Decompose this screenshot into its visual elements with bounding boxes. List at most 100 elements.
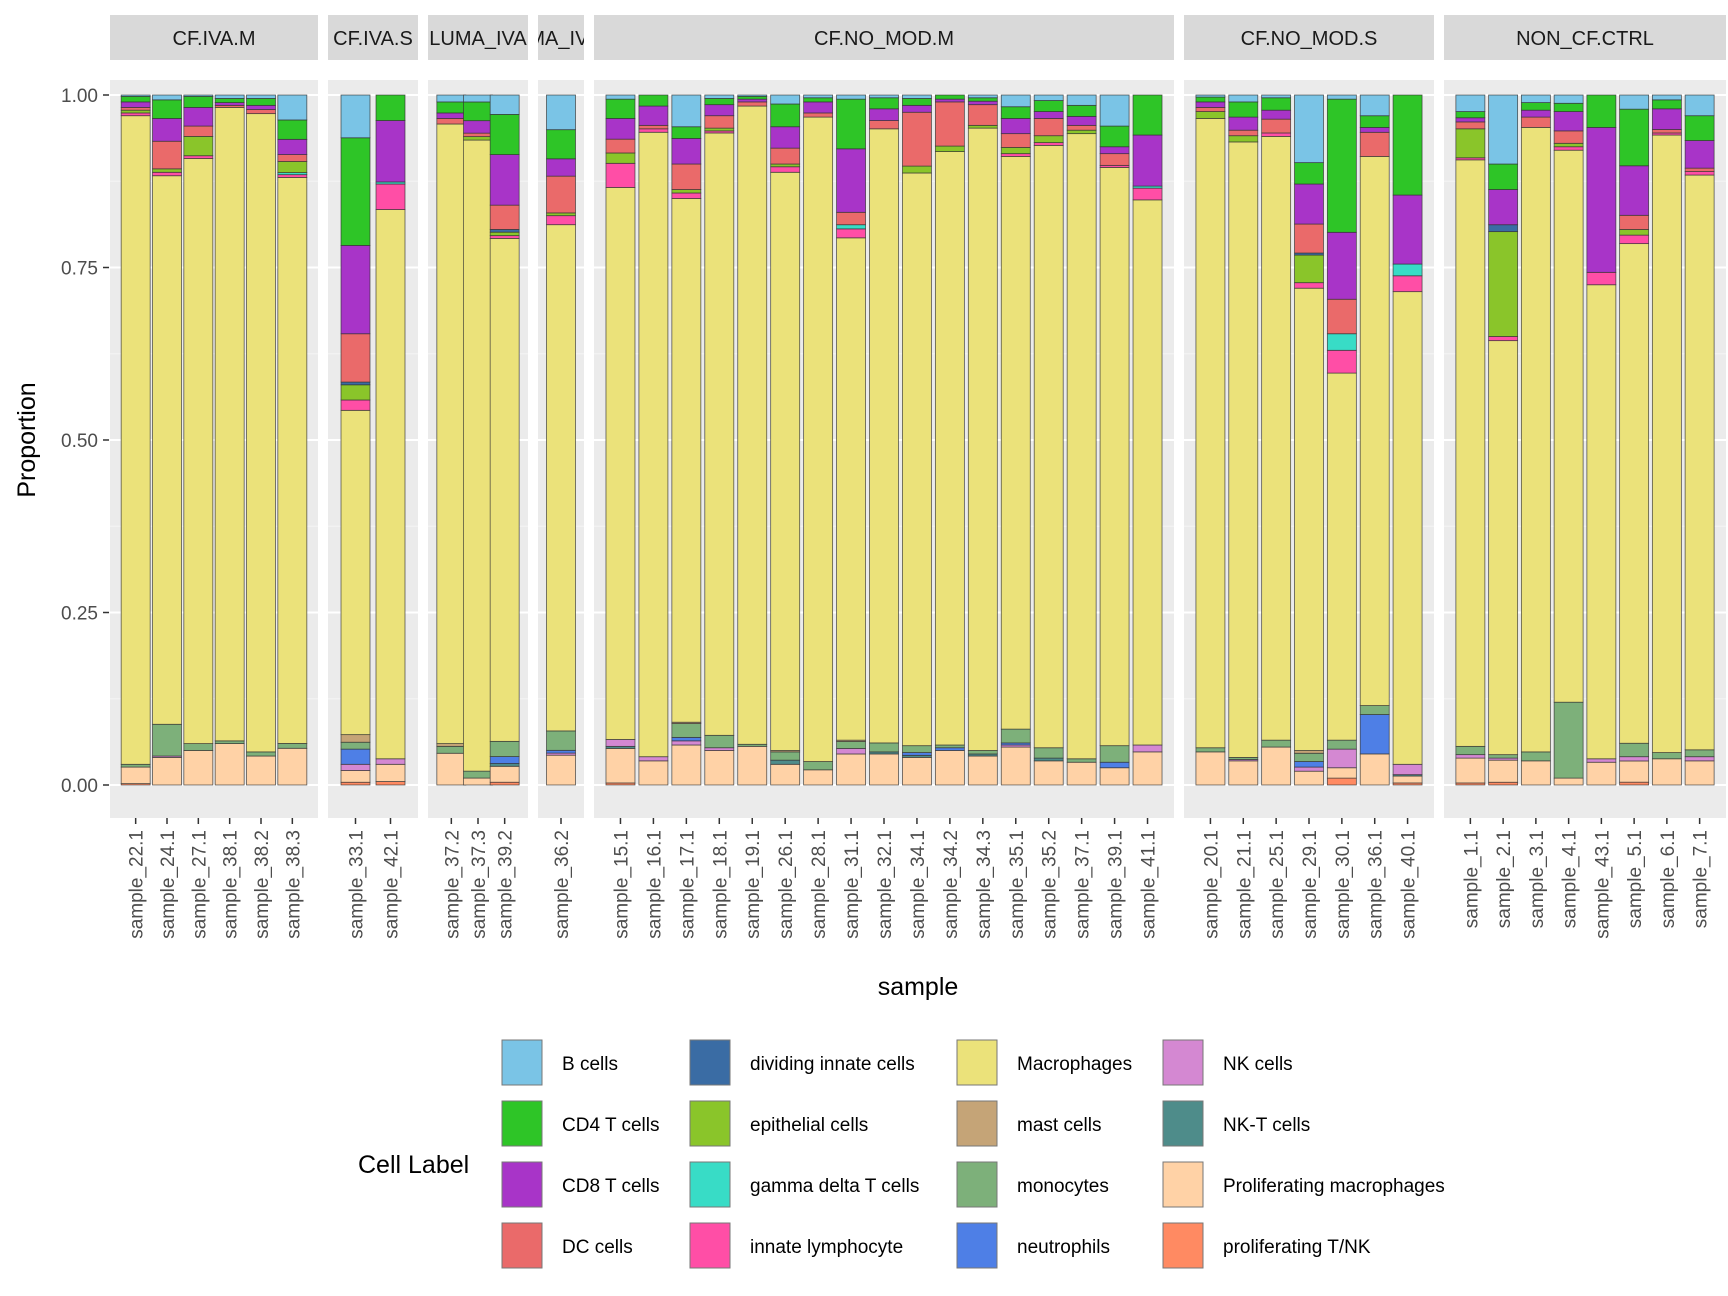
bar-segment-neutrophils <box>489 756 520 764</box>
bar-segment-innate-lymphocyte <box>120 112 151 117</box>
bar-segment-proliferating-macrophages <box>869 753 899 786</box>
bar-segment-macrophages <box>375 209 406 760</box>
bar-segment-dc-cells <box>463 132 493 138</box>
facet-panel: CF.IVA.S sample_33.1 sample_42.1 <box>328 15 418 939</box>
legend-label: dividing innate cells <box>750 1054 915 1075</box>
bar-segment-macrophages <box>246 113 276 753</box>
bar-segment-dc-cells <box>120 107 151 111</box>
bar-segment-cd8-t-cells <box>869 108 899 121</box>
bar-segment-gamma-delta-t-cells <box>836 224 866 230</box>
bar-segment-cd8-t-cells <box>1326 231 1357 300</box>
bar-segment-proliferating-macrophages <box>120 766 151 785</box>
bar-segment-dc-cells <box>1651 129 1682 134</box>
bar-segment-cd4-t-cells <box>1326 98 1357 233</box>
bar-segment-nk-cells <box>1392 763 1423 776</box>
bar-segment-cd8-t-cells <box>934 98 965 103</box>
bar-segment-macrophages <box>638 131 669 758</box>
bar-segment-dc-cells <box>1326 298 1357 335</box>
legend-label: Macrophages <box>1017 1054 1132 1075</box>
x-tick-label: sample_32.1 <box>875 830 896 939</box>
bar-segment-cd8-t-cells <box>1455 117 1486 123</box>
x-tick-label: sample_29.1 <box>1300 830 1321 939</box>
bar-segment-b-cells <box>246 94 276 99</box>
bar-segment-mast-cells <box>436 743 467 747</box>
bar-segment-proliferating-macrophages <box>489 765 520 783</box>
legend: Cell Label B cells CD4 T cells CD8 T cells… <box>358 1039 1445 1269</box>
bar-segment-dc-cells <box>638 124 669 130</box>
bar-segment-macrophages <box>1000 156 1031 730</box>
bar-segment-cd8-t-cells <box>605 118 636 140</box>
facet-panel: LUMA_IVA sample_37.2 sample_37.3 sample_39.… <box>428 15 528 939</box>
x-tick-label: sample_28.1 <box>809 830 830 939</box>
bar-segment-macrophages <box>704 132 735 736</box>
facet-strip <box>328 15 418 60</box>
bar-segment-cd4-t-cells <box>1195 96 1226 103</box>
bar-segment-proliferating-macrophages <box>1195 751 1226 786</box>
y-tick-label: 0.75 <box>61 259 98 280</box>
legend-label: proliferating T/NK <box>1223 1237 1371 1258</box>
legend-swatch <box>956 1100 998 1147</box>
bar-segment-cd4-t-cells <box>375 94 406 121</box>
bar-segment-epithelial-cells <box>704 127 735 132</box>
bar-segment-cd4-t-cells <box>803 97 834 103</box>
bar-stack <box>737 94 768 786</box>
bar-segment-cd4-t-cells <box>152 99 182 119</box>
legend-label: Proliferating macrophages <box>1223 1176 1445 1197</box>
bar-segment-b-cells <box>967 94 998 99</box>
bar-segment-neutrophils <box>340 748 371 765</box>
bar-segment-cd8-t-cells <box>1488 189 1519 226</box>
bar-segment-proliferating-macrophages <box>152 757 182 786</box>
bar-segment-cd4-t-cells <box>246 98 276 106</box>
facet-strip-label: CF.NO_MOD.M <box>814 28 954 50</box>
bar-segment-dc-cells <box>183 125 214 137</box>
bar-segment-monocytes <box>546 730 576 751</box>
bar-segment-epithelial-cells <box>1033 135 1064 144</box>
bar-segment-epithelial-cells <box>489 231 520 237</box>
bar-segment-cd8-t-cells <box>1099 146 1130 155</box>
bar-segment-macrophages <box>1359 156 1390 706</box>
legend-swatch <box>689 1161 731 1208</box>
bar-segment-monocytes <box>183 743 214 751</box>
bar-segment-proliferating-macrophages <box>967 755 998 786</box>
facet-panel: LUMA_IVA.S sample_36.2 <box>503 15 619 939</box>
bar-segment-cd8-t-cells <box>638 105 669 126</box>
bar-segment-epithelial-cells <box>902 165 932 174</box>
bar-segment-dc-cells <box>1228 129 1259 137</box>
bar-segment-nk-cells <box>375 758 406 765</box>
bar-segment-dc-cells <box>869 120 899 130</box>
bar-segment-cd8-t-cells <box>1033 111 1064 119</box>
facet-panel: CF.NO_MOD.S sample_20.1 sample_21.1 sample_… <box>1184 15 1434 939</box>
bar-stack <box>803 94 834 786</box>
legend-swatch <box>1162 1161 1204 1208</box>
bar-segment-neutrophils <box>1294 761 1324 768</box>
x-tick-label: sample_6.1 <box>1658 830 1679 928</box>
facet-strip-label: LUMA_IVA <box>429 28 527 50</box>
bar-stack <box>1261 94 1292 786</box>
bar-segment-epithelial-cells <box>1294 254 1324 284</box>
y-axis-title: Proportion <box>13 382 41 497</box>
facet-strip-label: LUMA_IVA.S <box>503 28 619 50</box>
bar-segment-proliferating-macrophages <box>1455 757 1486 784</box>
bar-segment-cd8-t-cells <box>1684 140 1715 169</box>
bar-segment-proliferating-macrophages <box>1261 746 1292 786</box>
y-tick-label: 1.00 <box>61 86 98 107</box>
bar-segment-dc-cells <box>1294 223 1324 254</box>
bar-segment-cd8-t-cells <box>836 148 866 213</box>
x-axis-title: sample <box>878 973 959 1001</box>
bar-segment-proliferating-macrophages <box>1326 767 1357 779</box>
bar-segment-epithelial-cells <box>152 168 182 173</box>
x-tick-label: sample_2.1 <box>1494 830 1515 928</box>
x-tick-label: sample_16.1 <box>644 830 665 939</box>
bar-segment-proliferating-t-nk <box>489 781 520 786</box>
bar-segment-proliferating-macrophages <box>1000 746 1031 786</box>
bar-segment-cd4-t-cells <box>1261 97 1292 111</box>
bar-segment-dc-cells <box>934 101 965 147</box>
legend-swatch <box>501 1161 543 1208</box>
bar-segment-b-cells <box>836 94 866 100</box>
legend-label: B cells <box>562 1054 618 1075</box>
bar-stack <box>1553 94 1584 786</box>
x-tick-label: sample_24.1 <box>158 830 179 939</box>
legend-label: gamma delta T cells <box>750 1176 919 1197</box>
bar-segment-epithelial-cells <box>1066 129 1097 135</box>
legend-swatch <box>1162 1222 1204 1269</box>
